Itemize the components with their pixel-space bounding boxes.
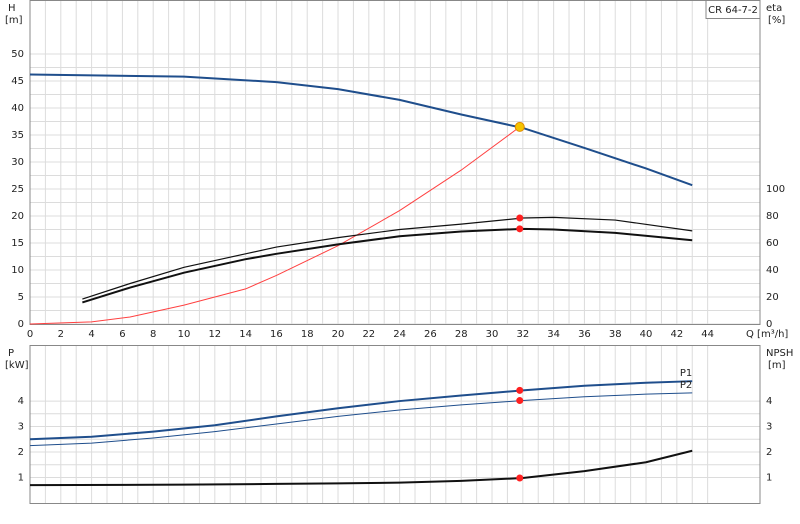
x-tick-label: 14 (239, 329, 252, 340)
chart-title: CR 64-7-2 (708, 5, 758, 16)
y-tick-label: 25 (11, 184, 24, 195)
y-tick-label: 5 (18, 292, 24, 303)
operating-point (516, 386, 524, 394)
x-tick-label: 30 (486, 329, 499, 340)
x-tick-label: 8 (150, 329, 156, 340)
x-tick-label: 2 (58, 329, 64, 340)
x-tick-label: 18 (301, 329, 314, 340)
x-tick-label: 34 (547, 329, 560, 340)
y-tick-label: 0 (18, 319, 24, 330)
y-axis-label: P (8, 348, 14, 359)
y-tick-label: 30 (11, 157, 24, 168)
x-tick-label: 32 (516, 329, 529, 340)
y-tick-label: 2 (18, 447, 24, 458)
x-tick-label: 44 (701, 329, 714, 340)
x-tick-label: 0 (27, 329, 33, 340)
x-tick-label: 10 (178, 329, 191, 340)
operating-point (516, 397, 524, 405)
series-line (29, 392, 693, 447)
y-tick-label: 10 (11, 265, 24, 276)
y-axis-unit: [kW] (5, 360, 29, 371)
series-line (82, 216, 693, 300)
operating-point (514, 121, 525, 132)
operating-point (516, 225, 524, 233)
y-tick-label: 50 (11, 49, 24, 60)
plot-frame (29, 345, 761, 504)
y2-tick-label: 80 (766, 211, 779, 222)
x-tick-label: 12 (208, 329, 221, 340)
y2-tick-label: 4 (766, 396, 772, 407)
series-line (29, 73, 693, 187)
x-tick-label: 4 (88, 329, 94, 340)
x-tick-label: 24 (393, 329, 406, 340)
y2-tick-label: 20 (766, 292, 779, 303)
series-label: P1 (680, 368, 692, 379)
plot-frame (29, 0, 761, 325)
y-tick-label: 15 (11, 238, 24, 249)
y-axis-label: H (8, 3, 16, 14)
x-tick-label: 40 (640, 329, 653, 340)
x-tick-label: 22 (362, 329, 375, 340)
x-tick-label: 28 (455, 329, 468, 340)
series-line (29, 380, 693, 441)
y2-tick-label: 100 (766, 184, 785, 195)
y-tick-label: 4 (18, 396, 24, 407)
y2-tick-label: 0 (766, 319, 772, 330)
x-tick-label: 6 (119, 329, 125, 340)
x-tick-label: 26 (424, 329, 437, 340)
x-tick-label: 42 (670, 329, 683, 340)
y2-axis-label: eta (766, 3, 782, 14)
x-axis-label: Q [m³/h] (746, 329, 788, 340)
series-line (29, 449, 693, 487)
y-tick-label: 35 (11, 130, 24, 141)
x-tick-label: 20 (332, 329, 345, 340)
y-axis-unit: [m] (5, 15, 23, 26)
y2-axis-unit: [%] (768, 15, 785, 26)
y2-axis-label: NPSH (766, 348, 793, 359)
x-tick-label: 16 (270, 329, 283, 340)
y-tick-label: 40 (11, 103, 24, 114)
x-tick-label: 38 (609, 329, 622, 340)
y2-axis-unit: [m] (768, 360, 786, 371)
y-tick-label: 20 (11, 211, 24, 222)
y2-tick-label: 3 (766, 422, 772, 433)
title-box (705, 0, 761, 19)
series-line (29, 126, 521, 325)
y2-tick-label: 60 (766, 238, 779, 249)
x-tick-label: 36 (578, 329, 591, 340)
series-label: P2 (680, 380, 692, 391)
y2-tick-label: 40 (766, 265, 779, 276)
operating-point (516, 214, 524, 222)
y-tick-label: 1 (18, 473, 24, 484)
y2-tick-label: 2 (766, 447, 772, 458)
operating-point (516, 474, 524, 482)
y2-tick-label: 1 (766, 473, 772, 484)
y-tick-label: 45 (11, 76, 24, 87)
series-line (82, 227, 693, 304)
y-tick-label: 3 (18, 422, 24, 433)
